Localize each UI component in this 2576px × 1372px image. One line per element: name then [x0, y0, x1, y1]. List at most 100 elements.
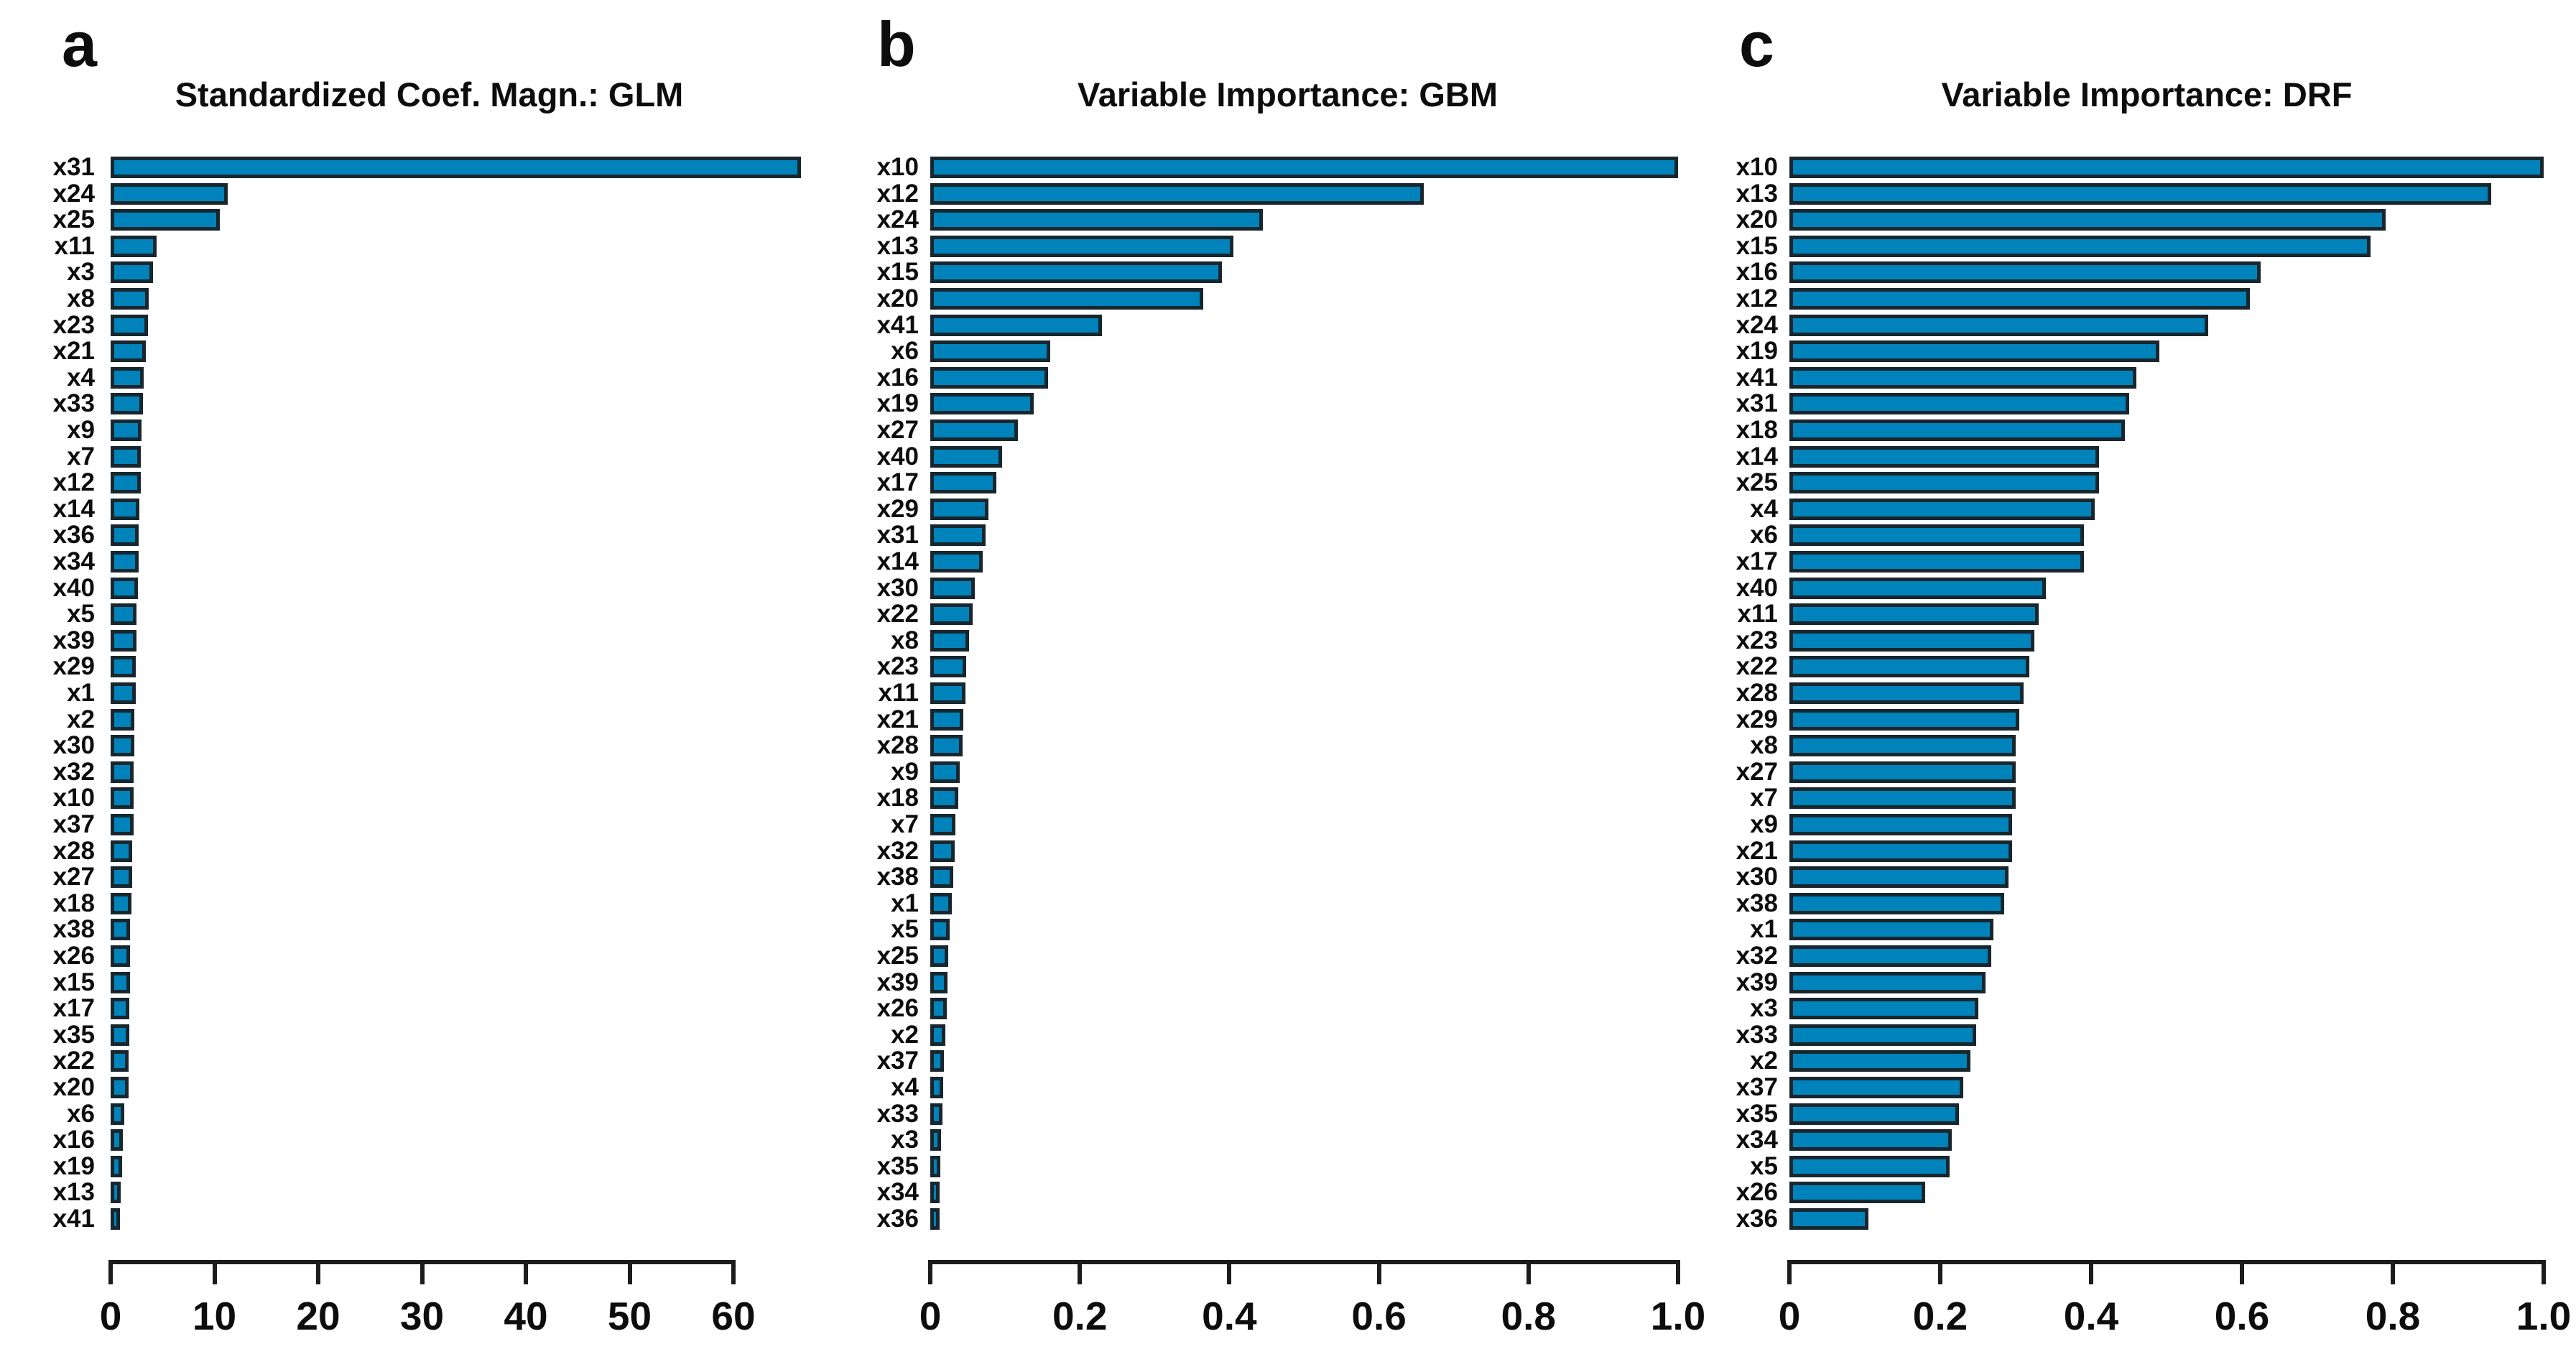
y-axis-label-x9: x9	[1750, 810, 1778, 838]
bar-x23	[111, 314, 148, 336]
bar-x18	[930, 787, 958, 810]
y-axis-label-x32: x32	[1736, 942, 1778, 970]
x-axis-tick-0.6	[1376, 1260, 1381, 1284]
y-axis-label-x10: x10	[52, 784, 95, 812]
chart-title-glm: Standardized Coef. Magn.: GLM	[175, 75, 684, 113]
y-axis-label-x40: x40	[52, 573, 95, 602]
y-axis-label-x24: x24	[1736, 310, 1778, 339]
y-axis-label-x30: x30	[876, 573, 919, 602]
y-axis-label-x13: x13	[52, 1178, 95, 1207]
y-axis-label-x1: x1	[67, 679, 95, 707]
y-axis-label-x14: x14	[1736, 442, 1778, 471]
bar-x38	[111, 919, 130, 941]
bar-x25	[111, 209, 220, 231]
bar-x5	[111, 603, 136, 626]
y-axis-label-x7: x7	[1750, 784, 1778, 812]
y-axis-label-x20: x20	[876, 284, 919, 312]
x-axis-tick-label-1.0: 1.0	[2516, 1294, 2572, 1338]
y-axis-label-x2: x2	[891, 1020, 919, 1049]
x-axis-tick-0.4	[1227, 1260, 1232, 1284]
bar-x34	[111, 551, 139, 573]
bar-x39	[930, 971, 948, 993]
y-axis-label-x33: x33	[876, 1099, 919, 1128]
bar-x12	[1789, 288, 2250, 310]
y-axis-label-x17: x17	[1736, 547, 1778, 575]
y-axis-label-x39: x39	[876, 968, 919, 996]
y-axis-label-x24: x24	[52, 179, 95, 208]
y-axis-label-x19: x19	[876, 389, 919, 418]
bar-x25	[930, 945, 948, 967]
y-axis-label-x17: x17	[52, 994, 95, 1023]
bar-x8	[111, 288, 149, 310]
x-axis-tick-20	[316, 1260, 320, 1284]
y-axis-label-x33: x33	[52, 389, 95, 418]
y-axis-label-x8: x8	[891, 626, 919, 654]
y-axis-label-x34: x34	[1736, 1126, 1778, 1154]
bar-x16	[930, 366, 1048, 389]
bar-x36	[930, 1208, 940, 1230]
y-axis-label-x29: x29	[52, 652, 95, 681]
y-axis-label-x23: x23	[52, 310, 95, 339]
y-axis-label-x25: x25	[52, 205, 95, 234]
bar-x21	[1789, 840, 2012, 862]
bar-x20	[111, 1077, 129, 1098]
x-axis-tick-0.2	[1078, 1260, 1083, 1284]
bar-x8	[930, 629, 969, 652]
bar-x41	[930, 314, 1102, 336]
bar-x28	[930, 735, 963, 757]
y-axis-label-x22: x22	[876, 600, 919, 629]
y-axis-label-x12: x12	[876, 179, 919, 208]
bar-x2	[1789, 1050, 1970, 1072]
y-axis-label-x39: x39	[52, 626, 95, 654]
bar-x19	[111, 1155, 122, 1177]
bar-x11	[111, 235, 157, 257]
bar-x22	[111, 1050, 129, 1072]
y-axis-label-x25: x25	[1736, 468, 1778, 497]
y-axis-label-x1: x1	[891, 889, 919, 917]
y-axis-label-x6: x6	[67, 1099, 95, 1128]
bar-x12	[930, 182, 1424, 205]
bar-x33	[111, 393, 143, 415]
y-axis-label-x35: x35	[1736, 1099, 1778, 1128]
x-axis-tick-label-0.8: 0.8	[1501, 1294, 1557, 1338]
y-axis-label-x30: x30	[1736, 863, 1778, 891]
bar-x24	[1789, 314, 2208, 336]
y-axis-label-x11: x11	[878, 679, 919, 707]
y-axis-label-x17: x17	[876, 468, 919, 497]
x-axis-tick-label-0.4: 0.4	[1202, 1294, 1257, 1338]
bar-x7	[1789, 787, 2016, 810]
bar-x40	[930, 445, 1002, 468]
y-axis-label-x41: x41	[1736, 363, 1778, 391]
y-axis-label-x8: x8	[1750, 731, 1778, 760]
y-axis-label-x31: x31	[1736, 389, 1778, 418]
x-axis-tick-label-0.2: 0.2	[1912, 1294, 1968, 1338]
bar-x16	[111, 1129, 123, 1151]
bar-x23	[930, 656, 966, 678]
bar-x15	[1789, 235, 2371, 257]
bar-x35	[930, 1155, 940, 1177]
y-axis-label-x13: x13	[876, 231, 919, 260]
y-axis-label-x37: x37	[1736, 1073, 1778, 1101]
y-axis-label-x16: x16	[52, 1126, 95, 1154]
x-axis-tick-0.6	[2240, 1260, 2244, 1284]
y-axis-label-x8: x8	[67, 284, 95, 312]
bar-x38	[930, 866, 953, 889]
y-axis-label-x7: x7	[891, 810, 919, 838]
y-axis-label-x26: x26	[876, 994, 919, 1023]
y-axis-label-x25: x25	[876, 942, 919, 970]
x-axis-tick-1.0	[2542, 1260, 2546, 1284]
bar-x35	[111, 1024, 129, 1046]
panel-gbm: b Variable Importance: GBM x10 x12 x24 x13 x…	[858, 0, 1717, 1372]
y-axis-label-x36: x36	[1736, 1205, 1778, 1233]
bar-x23	[1789, 629, 2034, 652]
y-axis-label-x3: x3	[67, 258, 95, 287]
y-axis-label-x12: x12	[52, 468, 95, 497]
bar-x6	[930, 340, 1050, 363]
bar-x13	[1789, 182, 2491, 205]
x-axis-tick-0	[1787, 1260, 1792, 1284]
y-axis-label-x38: x38	[876, 863, 919, 891]
x-axis-tick-label-10: 10	[192, 1294, 237, 1338]
bar-x39	[1789, 971, 1986, 993]
chart-title-gbm: Variable Importance: GBM	[1077, 75, 1498, 113]
bar-x29	[111, 656, 136, 678]
